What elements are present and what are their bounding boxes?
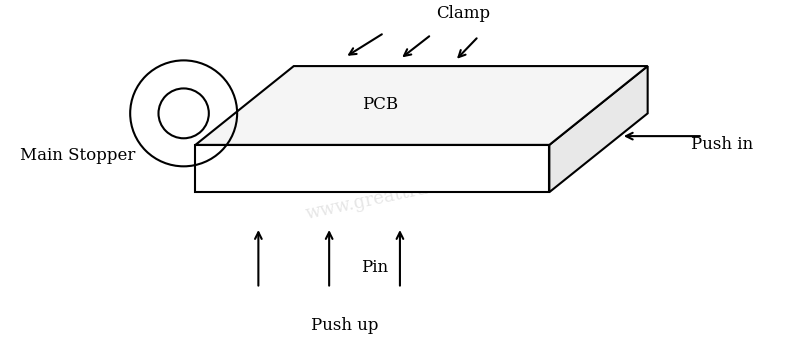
Text: Main Stopper: Main Stopper	[20, 147, 135, 164]
Polygon shape	[196, 66, 648, 145]
Text: Clamp: Clamp	[436, 5, 490, 22]
Polygon shape	[550, 66, 648, 192]
Text: www.greattraining.com: www.greattraining.com	[304, 161, 520, 223]
Polygon shape	[196, 145, 550, 192]
Text: Push up: Push up	[311, 317, 379, 334]
Text: Pin: Pin	[360, 259, 388, 276]
Text: PCB: PCB	[362, 96, 398, 113]
Text: Push in: Push in	[691, 136, 753, 153]
